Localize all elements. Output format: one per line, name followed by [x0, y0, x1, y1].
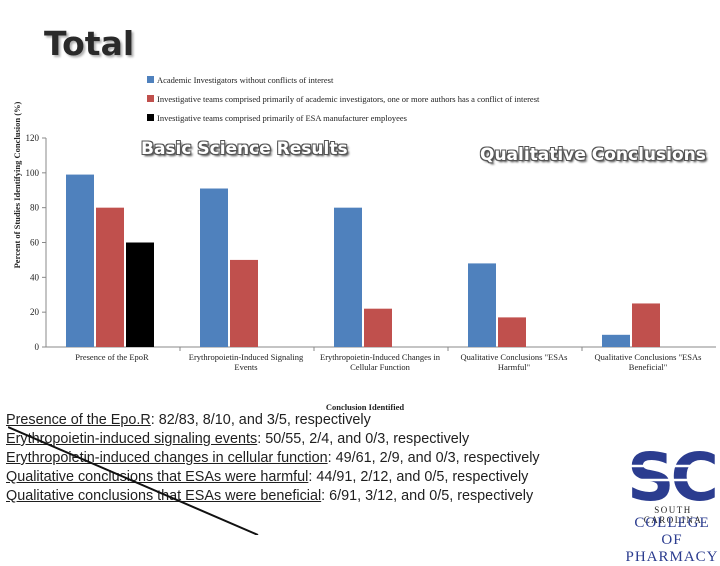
- note-line: Erythropoietin-induced changes in cellul…: [6, 450, 540, 466]
- bar: [334, 207, 362, 347]
- legend-item: Investigative teams comprised primarily …: [147, 89, 539, 108]
- category-label: Qualitative Conclusions "ESAs Harmful": [460, 352, 568, 372]
- y-tick-label: 80: [30, 203, 40, 213]
- bar: [126, 242, 154, 347]
- slide-title: Total: [44, 24, 135, 63]
- legend-label: Academic Investigators without conflicts…: [157, 74, 334, 85]
- y-tick-label: 60: [30, 238, 40, 248]
- note-line: Qualitative conclusions that ESAs were h…: [6, 469, 529, 485]
- bar: [468, 263, 496, 347]
- note-label: Erythropoietin-induced signaling events: [6, 431, 258, 447]
- chart-legend: Academic Investigators without conflicts…: [147, 70, 539, 127]
- results-notes: Presence of the Epo.R: 82/83, 8/10, and …: [6, 411, 616, 506]
- bar: [602, 334, 630, 347]
- note-line: Erythropoietin-induced signaling events:…: [6, 431, 470, 447]
- annotation-basic-science: Basic Science Results: [141, 139, 348, 159]
- y-tick-label: 20: [30, 307, 40, 317]
- note-value: 44/91, 2/12, and 0/5, respectively: [316, 469, 529, 485]
- y-tick-label: 120: [26, 133, 40, 143]
- logo-letters: SC: [627, 439, 716, 516]
- legend-item: Investigative teams comprised primarily …: [147, 108, 539, 127]
- legend-item: Academic Investigators without conflicts…: [147, 70, 539, 89]
- bar: [230, 259, 258, 347]
- legend-swatch: [147, 114, 154, 121]
- bar: [498, 317, 526, 347]
- legend-swatch: [147, 76, 154, 83]
- category-label: Qualitative Conclusions "ESAs Beneficial…: [594, 352, 702, 372]
- legend-swatch: [147, 95, 154, 102]
- note-line: Presence of the Epo.R: 82/83, 8/10, and …: [6, 412, 371, 428]
- category-label: Presence of the EpoR: [75, 352, 149, 362]
- college-logo: SC: [622, 438, 720, 516]
- note-value: 50/55, 2/4, and 0/3, respectively: [265, 431, 470, 447]
- bar: [66, 174, 94, 347]
- note-label: Erythropoietin-induced changes in cellul…: [6, 450, 328, 466]
- note-label: Qualitative conclusions that ESAs were h…: [6, 469, 309, 485]
- note-value: 82/83, 8/10, and 3/5, respectively: [158, 412, 371, 428]
- bar: [632, 303, 660, 347]
- x-axis-label: Conclusion Identified: [325, 402, 405, 412]
- note-value: 6/91, 3/12, and 0/5, respectively: [329, 488, 534, 504]
- bar: [364, 308, 392, 347]
- bar-chart: 0 20 40 60 80 100 120: [26, 133, 716, 352]
- legend-label: Investigative teams comprised primarily …: [157, 112, 407, 123]
- category-label: Erythropoietin-Induced Changes in Cellul…: [320, 352, 440, 372]
- note-label: Qualitative conclusions that ESAs were b…: [6, 488, 322, 504]
- logo-line2: COLLEGE OF PHARMACY: [625, 515, 719, 565]
- note-label: Presence of the Epo.R: [6, 412, 151, 428]
- annotation-qualitative: Qualitative Conclusions: [480, 145, 706, 165]
- bar: [200, 188, 228, 347]
- y-tick-label: 0: [35, 342, 40, 352]
- note-line: Qualitative conclusions that ESAs were b…: [6, 488, 534, 504]
- logo-line1: SOUTH CAROLINA: [643, 505, 703, 525]
- y-tick-label: 40: [30, 272, 40, 282]
- y-axis-label: Percent of Studies Identifying Conclusio…: [12, 101, 22, 269]
- legend-label: Investigative teams comprised primarily …: [157, 93, 540, 104]
- note-value: 49/61, 2/9, and 0/3, respectively: [335, 450, 540, 466]
- bar: [96, 207, 124, 347]
- category-label: Erythropoietin-Induced Signaling Events: [188, 352, 304, 372]
- y-tick-label: 100: [26, 168, 40, 178]
